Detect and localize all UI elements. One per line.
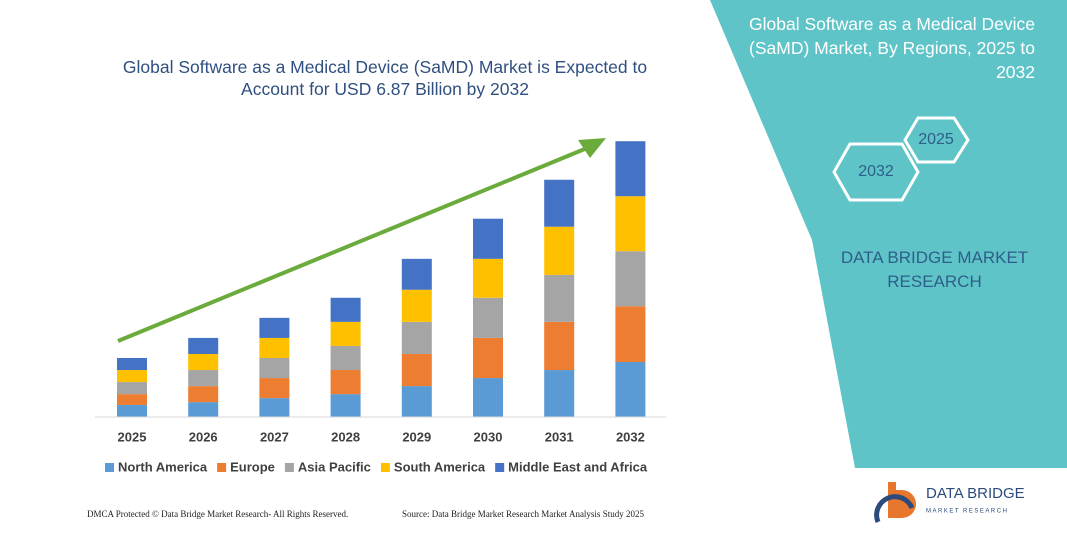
bar-segment	[401, 258, 432, 290]
hex-label: 2025	[918, 131, 954, 148]
legend-swatch	[217, 463, 227, 472]
bar-segment	[117, 404, 147, 417]
bar-segment	[544, 179, 575, 227]
plot: 2025 2026 2027 2028 2029 2030 2031 2032 North Am…	[95, 141, 666, 474]
legend-swatch	[380, 463, 390, 472]
bar-segment	[330, 297, 361, 322]
bar-segment	[473, 258, 503, 298]
bar-segment	[188, 402, 219, 417]
bar-segment	[615, 306, 646, 363]
bar-segment	[615, 196, 646, 252]
bar-segment	[330, 321, 361, 346]
bar-segment	[544, 370, 575, 417]
bar-segment	[188, 337, 219, 354]
legend-swatch	[105, 463, 114, 472]
hex-label: 2032	[858, 163, 894, 180]
bar-segment	[544, 274, 575, 322]
hexagon	[903, 116, 970, 164]
bar-segment	[401, 289, 432, 322]
bar-segment	[117, 370, 147, 383]
bar-segment	[544, 321, 575, 371]
side-panel	[710, 0, 1067, 468]
bar-segment	[473, 337, 503, 379]
bar-segment	[615, 251, 646, 307]
x-tick-label: 2027	[260, 429, 289, 444]
bar-segment	[473, 297, 503, 338]
chart-title: Global Software as a Medical Device (SaM…	[122, 57, 648, 99]
legend-label: Europe	[230, 459, 275, 474]
x-tick-label: 2025	[118, 429, 147, 444]
x-tick-label: 2032	[616, 429, 645, 444]
logo-name: DATA BRIDGE	[926, 485, 1025, 502]
x-tick-label: 2026	[189, 429, 218, 444]
bar-segment	[401, 386, 432, 417]
x-tick-label: 2031	[545, 429, 574, 444]
panel-title: Global Software as a Medical Device (SaM…	[749, 14, 1035, 82]
legend-swatch	[495, 463, 505, 472]
trend-arrow	[117, 144, 593, 343]
bar-segment	[259, 337, 290, 358]
hexagon	[832, 142, 920, 202]
bar-segment	[401, 321, 432, 354]
bar-segment	[117, 394, 147, 405]
brand-text: DATA BRIDGE MARKET RESEARCH	[840, 248, 1029, 291]
x-tick-label: 2030	[474, 429, 503, 444]
bar-segment	[473, 378, 503, 417]
bar-segment	[259, 317, 290, 338]
bar-segment	[259, 378, 290, 399]
footer-right: Source: Data Bridge Market Research Mark…	[402, 509, 644, 519]
legend-label: North America	[118, 459, 208, 474]
bar-segment	[330, 345, 361, 371]
bar-segment	[330, 370, 361, 395]
arrow-head	[578, 138, 606, 158]
bar-segment	[188, 386, 219, 403]
x-tick-label: 2029	[402, 429, 431, 444]
footer-left: DMCA Protected © Data Bridge Market Rese…	[87, 509, 349, 519]
bar-segment	[188, 353, 219, 371]
bar-segment	[117, 382, 147, 395]
bar-segment	[615, 141, 646, 197]
legend-label: South America	[394, 459, 486, 474]
legend-swatch	[284, 463, 294, 472]
bar-segment	[259, 357, 290, 379]
x-tick-label: 2028	[331, 429, 360, 444]
bar-segment	[188, 370, 219, 387]
legend-label: Asia Pacific	[298, 459, 371, 474]
legend-label: Middle East and Africa	[508, 459, 648, 474]
bar-segment	[330, 394, 361, 417]
bar-segment	[615, 362, 646, 417]
bar-segment	[544, 226, 575, 275]
bar-segment	[117, 357, 147, 371]
logo-tagline: MARKET RESEARCH	[926, 509, 1008, 515]
logo-mark	[874, 494, 915, 523]
bar-segment	[473, 218, 503, 259]
bar-segment	[259, 398, 290, 417]
bar-segment	[401, 353, 432, 387]
